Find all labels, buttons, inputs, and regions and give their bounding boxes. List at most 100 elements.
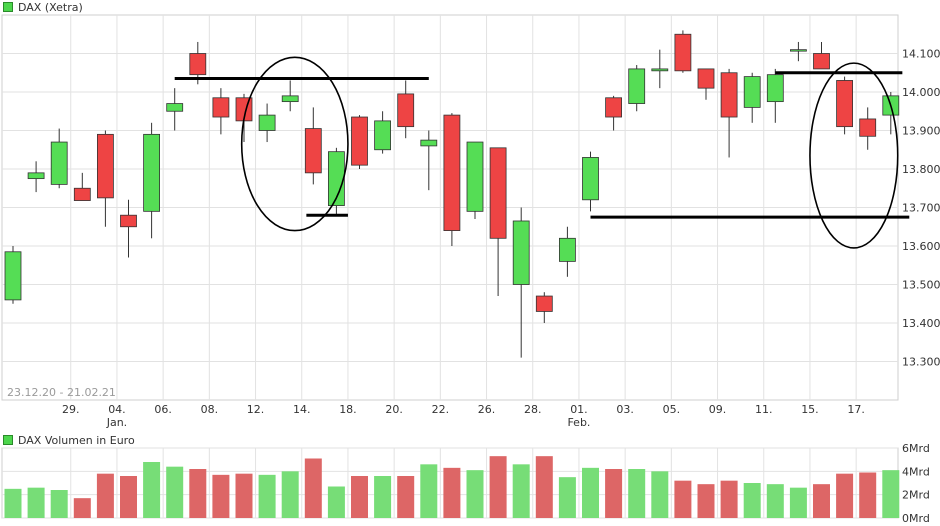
candle-body <box>489 147 507 239</box>
price-y-tick-label: 14.000 <box>902 86 940 99</box>
candle-body <box>628 68 646 104</box>
x-tick-label: 26. <box>478 403 496 416</box>
volume-y-tick-label: 6Mrd <box>902 442 930 455</box>
month-label: Feb. <box>567 416 590 429</box>
candle-body <box>535 295 553 312</box>
price-y-tick-label: 14.100 <box>902 48 940 61</box>
x-tick-label: 14. <box>293 403 311 416</box>
x-tick-label: 06. <box>154 403 172 416</box>
volume-bar <box>651 471 669 518</box>
x-tick-label: 08. <box>201 403 219 416</box>
volume-chart-title: DAX Volumen in Euro <box>18 433 135 447</box>
volume-bar <box>674 480 692 518</box>
candle-body <box>281 95 299 103</box>
volume-y-tick-label: 2Mrd <box>902 489 930 502</box>
x-tick-label: 05. <box>663 403 681 416</box>
volume-bar <box>859 472 877 518</box>
candle-body <box>50 141 68 185</box>
price-y-tick-label: 13.300 <box>902 356 940 369</box>
volume-bar <box>281 471 299 518</box>
candle-body <box>674 33 692 72</box>
volume-bar <box>720 480 738 518</box>
volume-bar <box>489 456 507 518</box>
volume-bar <box>304 458 322 518</box>
candle-body <box>512 220 530 285</box>
candle-body <box>143 133 161 212</box>
volume-bar <box>351 476 368 518</box>
volume-bar <box>73 498 91 518</box>
volume-bar <box>397 476 415 518</box>
candle-body <box>304 128 322 174</box>
price-legend-swatch <box>3 2 13 12</box>
candle-body <box>790 49 807 52</box>
date-range-label: 23.12.20 - 21.02.21 <box>7 386 116 399</box>
volume-bar <box>813 484 830 518</box>
volume-bar <box>189 469 207 518</box>
candle-body <box>813 53 830 70</box>
annotation-ellipse <box>240 56 349 232</box>
volume-bar <box>466 470 484 518</box>
candle-body <box>836 80 853 128</box>
candle-body <box>397 93 415 128</box>
x-tick-label: 03. <box>616 403 634 416</box>
volume-bar <box>327 486 345 518</box>
volume-bar <box>766 484 784 518</box>
price-y-tick-label: 13.800 <box>902 163 940 176</box>
volume-bar <box>4 488 22 518</box>
x-tick-label: 18. <box>339 403 357 416</box>
candle-body <box>559 237 576 262</box>
annotation-ellipse <box>809 62 899 249</box>
candle-body <box>743 76 761 108</box>
candle-body <box>4 251 22 301</box>
x-tick-label: 09. <box>709 403 727 416</box>
volume-legend-swatch <box>3 435 13 445</box>
volume-bar <box>697 484 715 518</box>
volume-bar <box>743 483 761 518</box>
volume-bar <box>558 477 576 518</box>
candle-body <box>697 68 715 89</box>
x-tick-label: 17. <box>847 403 865 416</box>
candle-body <box>443 114 461 231</box>
volume-y-tick-label: 4Mrd <box>902 465 930 478</box>
volume-bar <box>96 473 114 518</box>
candle-body <box>374 120 392 151</box>
candle-body <box>859 118 877 137</box>
candle-body <box>212 97 230 118</box>
volume-bar <box>27 487 45 518</box>
candle-body <box>720 72 738 118</box>
x-tick-label: 29. <box>62 403 80 416</box>
candle-body <box>120 214 137 228</box>
candle-body <box>351 116 368 166</box>
volume-bar <box>512 464 530 518</box>
candle-body <box>189 53 207 76</box>
volume-bar <box>535 456 553 518</box>
x-tick-label: 12. <box>247 403 265 416</box>
volume-bar <box>605 469 623 518</box>
price-y-tick-label: 13.900 <box>902 125 940 138</box>
x-tick-label: 04. <box>108 403 126 416</box>
volume-bar <box>443 467 461 518</box>
volume-bar <box>212 474 230 518</box>
x-tick-label: 20. <box>385 403 403 416</box>
x-tick-label: 15. <box>801 403 819 416</box>
candle-body <box>27 172 45 180</box>
volume-bar <box>143 462 161 518</box>
month-label: Jan. <box>106 416 127 429</box>
candle-body <box>258 114 276 131</box>
volume-bar <box>50 490 68 518</box>
candle-body <box>605 97 622 118</box>
volume-bar <box>374 476 392 518</box>
volume-bar <box>420 464 438 518</box>
x-tick-label: 28. <box>524 403 542 416</box>
price-y-tick-label: 13.400 <box>902 317 940 330</box>
volume-bar <box>882 470 900 518</box>
candle-body <box>582 157 599 201</box>
volume-bar <box>582 467 599 518</box>
price-y-tick-label: 13.600 <box>902 240 940 253</box>
price-chart-title: DAX (Xetra) <box>18 0 83 14</box>
price-y-tick-label: 13.700 <box>902 202 940 215</box>
volume-bar <box>235 473 253 518</box>
candle-body <box>766 74 784 103</box>
price-y-tick-label: 13.500 <box>902 279 940 292</box>
